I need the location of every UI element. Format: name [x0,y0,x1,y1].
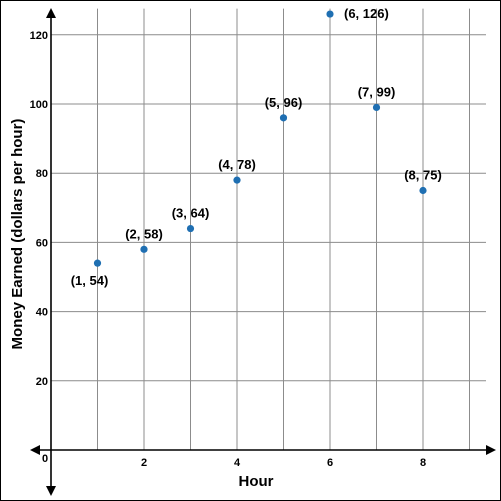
data-point [93,259,102,267]
point-label: (7, 99) [358,84,396,99]
point-label: (1, 54) [71,273,109,288]
axes [30,8,496,496]
x-axis-title: Hour [239,473,274,490]
origin-label: 0 [42,453,48,465]
data-point [326,10,334,18]
y-axis-title: Money Earned (dollars per hour) [9,119,26,350]
tick-labels: 2 4 6 8 20 40 60 80 100 120 [30,30,426,469]
data-point [279,114,288,122]
y-axis-arrow-up [46,8,56,18]
y-tick-label: 100 [30,99,48,111]
y-tick-label: 20 [36,376,48,388]
x-tick-label: 8 [420,457,426,469]
data-point [186,224,195,233]
point-label: (5, 96) [265,95,303,110]
point-label: (6, 126) [344,6,389,21]
point-label: (2, 58) [125,226,163,241]
x-tick-label: 2 [141,457,147,469]
grid [51,8,486,450]
point-labels: (1, 54) (2, 58) (3, 64) (4, 78) (5, 96) (6, 1… [71,6,442,288]
data-point [140,245,148,253]
point-label: (3, 64) [172,206,210,221]
data-point [419,186,427,195]
data-points [93,10,427,267]
x-axis-arrow-right [486,445,496,455]
point-label: (4, 78) [218,157,256,172]
x-tick-label: 6 [327,457,333,469]
point-label: (8, 75) [404,168,442,183]
y-tick-label: 40 [36,307,48,319]
data-point [372,103,381,112]
x-axis-arrow-left [30,445,40,455]
y-tick-label: 80 [36,168,48,180]
y-tick-label: 60 [36,237,48,249]
y-tick-label: 120 [30,30,48,42]
data-point [233,176,241,184]
y-axis-arrow-down [46,486,56,496]
x-tick-label: 4 [234,457,241,469]
